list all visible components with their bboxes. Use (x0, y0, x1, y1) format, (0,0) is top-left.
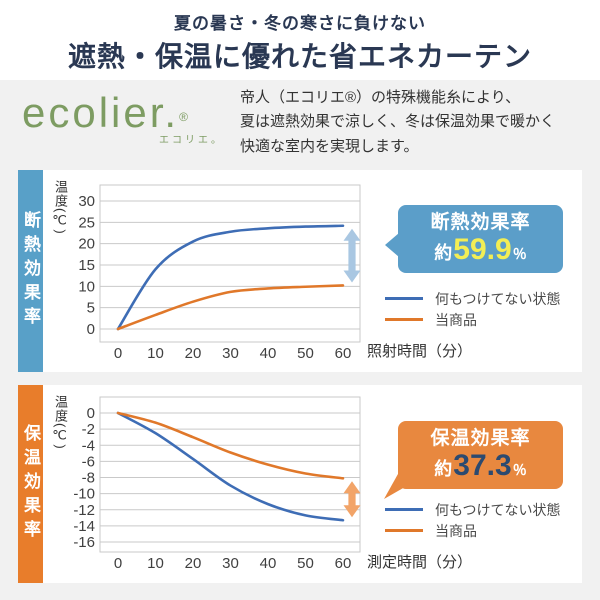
x-tick-label: 30 (222, 345, 239, 362)
header-subtitle: 夏の暑さ・冬の寒さに負けない (174, 14, 426, 34)
legend-item: 何もつけてない状態 (385, 288, 560, 309)
legend-label: 何もつけてない状態 (435, 290, 561, 307)
y-tick-label: 20 (78, 236, 95, 253)
y-tick-label: -16 (73, 534, 95, 551)
y-tick-label: -14 (73, 518, 95, 535)
legend-line-swatch (385, 318, 423, 321)
header: 夏の暑さ・冬の寒さに負けない 遮熱・保温に優れた省エネカーテン (0, 0, 600, 80)
page-title: 遮熱・保温に優れた省エネカーテン (67, 40, 532, 73)
registered-mark-icon: ® (179, 110, 188, 124)
insulation-side-bar: 断熱効果率 (18, 170, 43, 372)
x-tick-label: 0 (114, 345, 122, 362)
legend-label: 当商品 (435, 522, 477, 539)
y-tick-label: 10 (78, 278, 95, 295)
brand-name: ecolier. (22, 89, 180, 136)
x-tick-label: 60 (335, 345, 352, 362)
x-tick-label: 0 (114, 555, 122, 572)
callout-unit: ％ (512, 461, 527, 478)
legend-item: 当商品 (385, 309, 560, 330)
legend-line-swatch (385, 297, 423, 300)
y-tick-label: -4 (82, 437, 95, 454)
x-tick-label: 20 (185, 555, 202, 572)
heat-retention-side-bar: 保温効果率 (18, 385, 43, 583)
intro-section: ecolier.® エコリエ。 帝人（エコリエ®）の特殊機能糸により、 夏は遮熱… (0, 80, 600, 170)
callout-title: 断熱効果率 (430, 211, 531, 233)
x-tick-label: 40 (260, 555, 277, 572)
callout-prefix: 約 (434, 458, 453, 479)
legend-line-swatch (385, 529, 423, 532)
chart-legend: 何もつけてない状態 当商品 (385, 499, 560, 541)
plot-area (99, 184, 361, 343)
y-tick-label: 0 (87, 321, 95, 338)
gap-arrow-icon (343, 228, 361, 283)
x-tick-label: 50 (297, 345, 314, 362)
y-tick-label: 15 (78, 257, 95, 274)
y-tick-label: -12 (73, 502, 95, 519)
legend-label: 何もつけてない状態 (435, 501, 561, 518)
x-tick-label: 10 (147, 345, 164, 362)
y-tick-label: -10 (73, 486, 95, 503)
insulation-side-label: 断熱効果率 (21, 211, 40, 331)
callout-prefix: 約 (434, 242, 453, 263)
heat-retention-callout: 保温効果率 約 37.3 ％ (384, 421, 563, 499)
series-line-1 (116, 284, 345, 331)
y-tick-label: 30 (78, 193, 95, 210)
legend-label: 当商品 (435, 311, 477, 328)
y-tick-label: 5 (87, 300, 95, 317)
insulation-effect-section: 断熱効果率 温度(℃) 30 25 20 15 10 5 0 0 10 20 30 40 50 60 照射… (18, 170, 582, 372)
series-line-0 (116, 411, 345, 522)
y-tick-label: -6 (82, 453, 95, 470)
gap-arrow-icon (343, 481, 361, 518)
legend-line-swatch (385, 508, 423, 511)
x-tick-label: 60 (335, 555, 352, 572)
y-tick-label: 0 (87, 405, 95, 422)
heat-retention-section: 保温効果率 温度(℃) 0 -2 -4 -6 -8 -10 -12 -14 -16 0 10 20 30… (18, 385, 582, 583)
insulation-callout: 断熱効果率 約 59.9 ％ (385, 205, 563, 273)
y-tick-label: -8 (82, 470, 95, 487)
heat-retention-line-chart: 0-2-4-6-8-10-12-14-160 10 20 30 40 50 60 (73, 396, 361, 572)
brand-logo: ecolier.® エコリエ。 (22, 92, 234, 146)
x-axis-label: 照射時間（分） (367, 343, 473, 360)
x-tick-label: 30 (222, 555, 239, 572)
intro-description: 帝人（エコリエ®）の特殊機能糸により、 夏は遮熱効果で涼しく、冬は保温効果で暖か… (240, 89, 556, 155)
y-axis-label: 温度(℃) (53, 395, 68, 450)
y-tick-label: 25 (78, 214, 95, 231)
callout-value: 59.9 (453, 232, 512, 266)
callout-value: 37.3 (453, 448, 512, 482)
series-line-0 (116, 224, 345, 331)
legend-item: 当商品 (385, 520, 560, 541)
x-tick-label: 50 (297, 555, 314, 572)
y-axis-label: 温度(℃) (53, 180, 68, 235)
series-line-1 (116, 411, 345, 480)
content-area: ecolier.® エコリエ。 帝人（エコリエ®）の特殊機能糸により、 夏は遮熱… (0, 80, 600, 600)
x-axis-label: 測定時間（分） (367, 554, 473, 571)
heat-retention-side-label: 保温効果率 (21, 424, 40, 544)
callout-unit: ％ (512, 245, 527, 262)
x-tick-label: 10 (147, 555, 164, 572)
chart-legend: 何もつけてない状態 当商品 (385, 288, 560, 330)
x-tick-label: 40 (260, 345, 277, 362)
legend-item: 何もつけてない状態 (385, 499, 560, 520)
callout-title: 保温効果率 (430, 427, 531, 449)
x-tick-label: 20 (185, 345, 202, 362)
y-tick-label: -2 (82, 421, 95, 438)
brand-kana: エコリエ。 (159, 135, 224, 146)
